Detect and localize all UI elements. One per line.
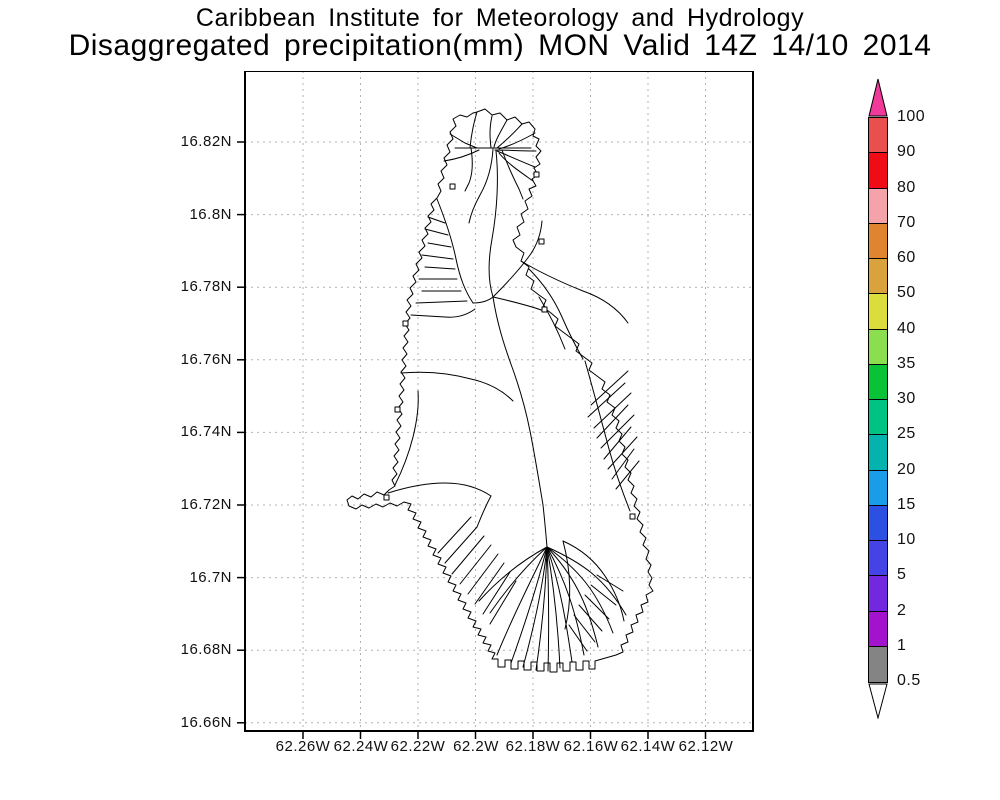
colorbar-tick-label: 50	[897, 284, 916, 302]
colorbar-segment	[869, 435, 887, 471]
lon-tick-label: 62.12W	[678, 738, 734, 755]
colorbar-tick-label: 40	[897, 319, 916, 337]
lat-tick-label: 16.8N	[189, 206, 232, 223]
lat-tick-label: 16.76N	[180, 351, 232, 368]
colorbar-segment	[869, 541, 887, 577]
colorbar: 100 90 80 70 60 50 40 35 30 25 20 15 10 5 2 1 0.5	[868, 78, 998, 758]
colorbar-tick-label: 25	[897, 425, 916, 443]
lon-tick-label: 62.2W	[453, 738, 499, 755]
colorbar-up-arrow-icon	[868, 78, 888, 117]
colorbar-tick-label: 80	[897, 178, 916, 196]
colorbar-segment	[869, 118, 887, 154]
figure-subtitle: Disaggregated precipitation(mm) MON Vali…	[68, 29, 932, 62]
gridlines	[245, 71, 753, 731]
colorbar-segment	[869, 400, 887, 436]
axis-ticks	[237, 141, 707, 739]
island-map	[346, 108, 654, 673]
colorbar-tick-label: 10	[897, 531, 916, 548]
colorbar-segment	[869, 259, 887, 295]
lat-tick-label: 16.74N	[180, 423, 232, 440]
colorbar-down-arrow-icon	[868, 683, 888, 719]
lat-tick-label: 16.66N	[180, 714, 232, 731]
lon-tick-label: 62.14W	[620, 738, 676, 755]
lon-tick-label: 62.16W	[563, 738, 619, 755]
colorbar-tick-label: 60	[897, 249, 916, 266]
lat-tick-label: 16.78N	[180, 278, 232, 295]
colorbar-tick-label: 30	[897, 390, 916, 407]
colorbar-tick-label: 90	[897, 143, 916, 161]
colorbar-segment	[869, 505, 887, 541]
lon-tick-label: 62.24W	[333, 738, 389, 755]
colorbar-segment	[869, 364, 887, 400]
lat-tick-label: 16.82N	[180, 133, 232, 150]
map-plot	[237, 71, 754, 739]
colorbar-tick-label: 1	[897, 636, 907, 654]
colorbar-tick-label: 35	[897, 354, 916, 372]
lat-tick-label: 16.68N	[180, 641, 232, 658]
lon-tick-label: 62.26W	[275, 738, 331, 755]
colorbar-tick-label: 20	[897, 460, 916, 478]
colorbar-tick-label: 100	[897, 108, 926, 125]
colorbar-tick-label: 70	[897, 213, 916, 231]
colorbar-bar	[868, 117, 888, 683]
colorbar-segment	[869, 188, 887, 224]
plot-border	[244, 71, 754, 732]
lat-tick-label: 16.7N	[189, 569, 232, 586]
watershed-lines	[387, 111, 640, 672]
colorbar-segment	[869, 223, 887, 259]
colorbar-segment	[869, 153, 887, 189]
island-outline	[346, 108, 654, 673]
figure-title: Caribbean Institute for Meteorology and …	[195, 4, 805, 32]
lat-tick-label: 16.72N	[180, 496, 232, 513]
colorbar-tick-label: 5	[897, 566, 907, 584]
lon-tick-label: 62.18W	[505, 738, 561, 755]
colorbar-tick-label: 15	[897, 495, 916, 513]
colorbar-segment	[869, 646, 887, 682]
colorbar-segment	[869, 294, 887, 330]
colorbar-tick-label: 0.5	[897, 672, 921, 689]
lon-tick-label: 62.22W	[390, 738, 446, 755]
colorbar-segment	[869, 576, 887, 612]
colorbar-segment	[869, 611, 887, 647]
colorbar-segment	[869, 470, 887, 506]
colorbar-segment	[869, 329, 887, 365]
coast-marker-squares	[383, 171, 636, 520]
colorbar-tick-label: 2	[897, 601, 907, 619]
